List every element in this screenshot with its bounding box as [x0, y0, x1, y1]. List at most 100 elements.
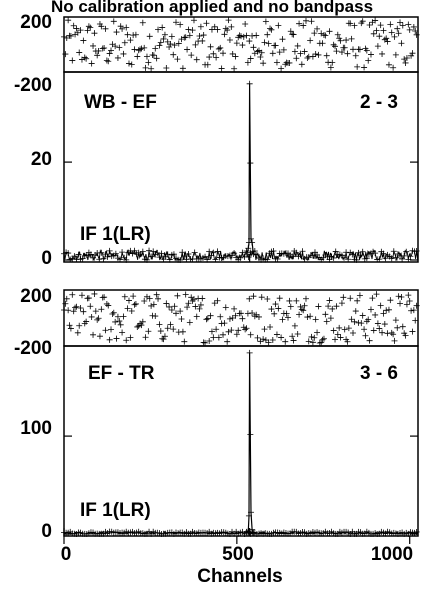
phase-point — [253, 32, 260, 39]
phase-point — [67, 33, 74, 40]
amplitude-point — [309, 252, 316, 259]
phase-point — [164, 325, 171, 332]
amplitude-spike-point — [250, 529, 257, 536]
phase-point — [318, 30, 325, 37]
phase-point — [206, 338, 213, 345]
phase-point — [314, 25, 321, 32]
phase-point — [62, 300, 69, 307]
phase-point — [374, 320, 381, 327]
phase-point — [249, 32, 256, 39]
amplitude-point — [96, 256, 103, 263]
phase-point — [282, 338, 289, 345]
phase-point — [388, 29, 395, 36]
phase-point — [87, 303, 94, 310]
phase-point — [203, 316, 210, 323]
phase-point — [199, 37, 206, 44]
phase-point — [285, 314, 292, 321]
phase-point — [307, 313, 314, 320]
phase-point — [116, 318, 123, 325]
phase-point — [362, 332, 369, 339]
phase-point — [161, 31, 168, 38]
phase-point — [312, 316, 319, 323]
phase-point — [131, 46, 138, 53]
phase-point — [220, 50, 227, 57]
phase-point — [110, 18, 117, 25]
phase-point — [131, 301, 138, 308]
phase-point — [83, 55, 90, 62]
phase-point — [383, 35, 390, 42]
phase-point — [178, 36, 185, 43]
panel-2-if-label: IF 1(LR) — [80, 500, 151, 521]
panel-2-phase-points — [61, 290, 420, 346]
phase-point — [101, 294, 108, 301]
amplitude-spike-point — [243, 529, 250, 536]
phase-point — [181, 34, 188, 41]
phase-point — [300, 22, 307, 29]
phase-point — [120, 50, 127, 57]
phase-point — [116, 44, 123, 51]
phase-point — [392, 317, 399, 324]
phase-point — [112, 43, 119, 50]
phase-point — [145, 328, 152, 335]
panel-2-amplitude-tick-label-0: 0 — [41, 521, 52, 542]
phase-point — [106, 336, 113, 343]
phase-point — [399, 323, 406, 330]
phase-point — [76, 322, 83, 329]
phase-point — [246, 295, 253, 302]
phase-point — [138, 45, 145, 52]
phase-point — [247, 55, 254, 62]
x-tick-label-0: 0 — [61, 544, 72, 565]
phase-point — [272, 301, 279, 308]
amplitude-point — [183, 256, 190, 263]
phase-point — [139, 19, 146, 26]
phase-point — [361, 326, 368, 333]
phase-point — [130, 293, 137, 300]
phase-point — [113, 335, 120, 342]
amplitude-point — [270, 248, 277, 255]
phase-point — [146, 33, 153, 40]
panel-1-amplitude-frame — [63, 71, 419, 263]
amplitude-point — [253, 251, 260, 258]
phase-point — [95, 47, 102, 54]
amplitude-point — [179, 249, 186, 256]
phase-point — [359, 312, 366, 319]
phase-point — [384, 38, 391, 45]
amplitude-point — [390, 248, 397, 255]
phase-point — [327, 315, 334, 322]
figure-title: No calibration applied and no bandpass — [51, 0, 373, 16]
phase-point — [146, 295, 153, 302]
phase-point — [173, 19, 180, 26]
phase-point — [406, 26, 413, 33]
phase-point — [98, 306, 105, 313]
phase-point — [226, 315, 233, 322]
phase-point — [322, 311, 329, 318]
phase-point — [231, 65, 238, 72]
amplitude-point — [112, 250, 119, 257]
panel-1-amplitude: -200 WB - EF 2 - 3 20 0 IF 1(LR) — [14, 71, 420, 269]
phase-point — [262, 18, 269, 25]
phase-point — [377, 302, 384, 309]
phase-point — [296, 311, 303, 318]
phase-point — [290, 31, 297, 38]
phase-point — [381, 321, 388, 328]
phase-point — [105, 58, 112, 65]
amplitude-point — [274, 255, 281, 262]
phase-point — [264, 31, 271, 38]
phase-point — [204, 61, 211, 68]
phase-point — [398, 40, 405, 47]
phase-point — [226, 37, 233, 44]
phase-point — [163, 64, 170, 71]
x-axis-ticks — [63, 536, 411, 544]
phase-point — [128, 61, 135, 68]
phase-point — [123, 337, 130, 344]
phase-point — [315, 51, 322, 58]
amplitude-point — [363, 255, 370, 262]
phase-point — [238, 310, 244, 317]
phase-point — [137, 46, 144, 53]
phase-point — [240, 33, 247, 40]
phase-point — [304, 314, 311, 321]
amplitude-point — [330, 254, 337, 261]
phase-point — [170, 51, 177, 58]
amplitude-point — [382, 255, 389, 262]
phase-point — [78, 292, 85, 299]
